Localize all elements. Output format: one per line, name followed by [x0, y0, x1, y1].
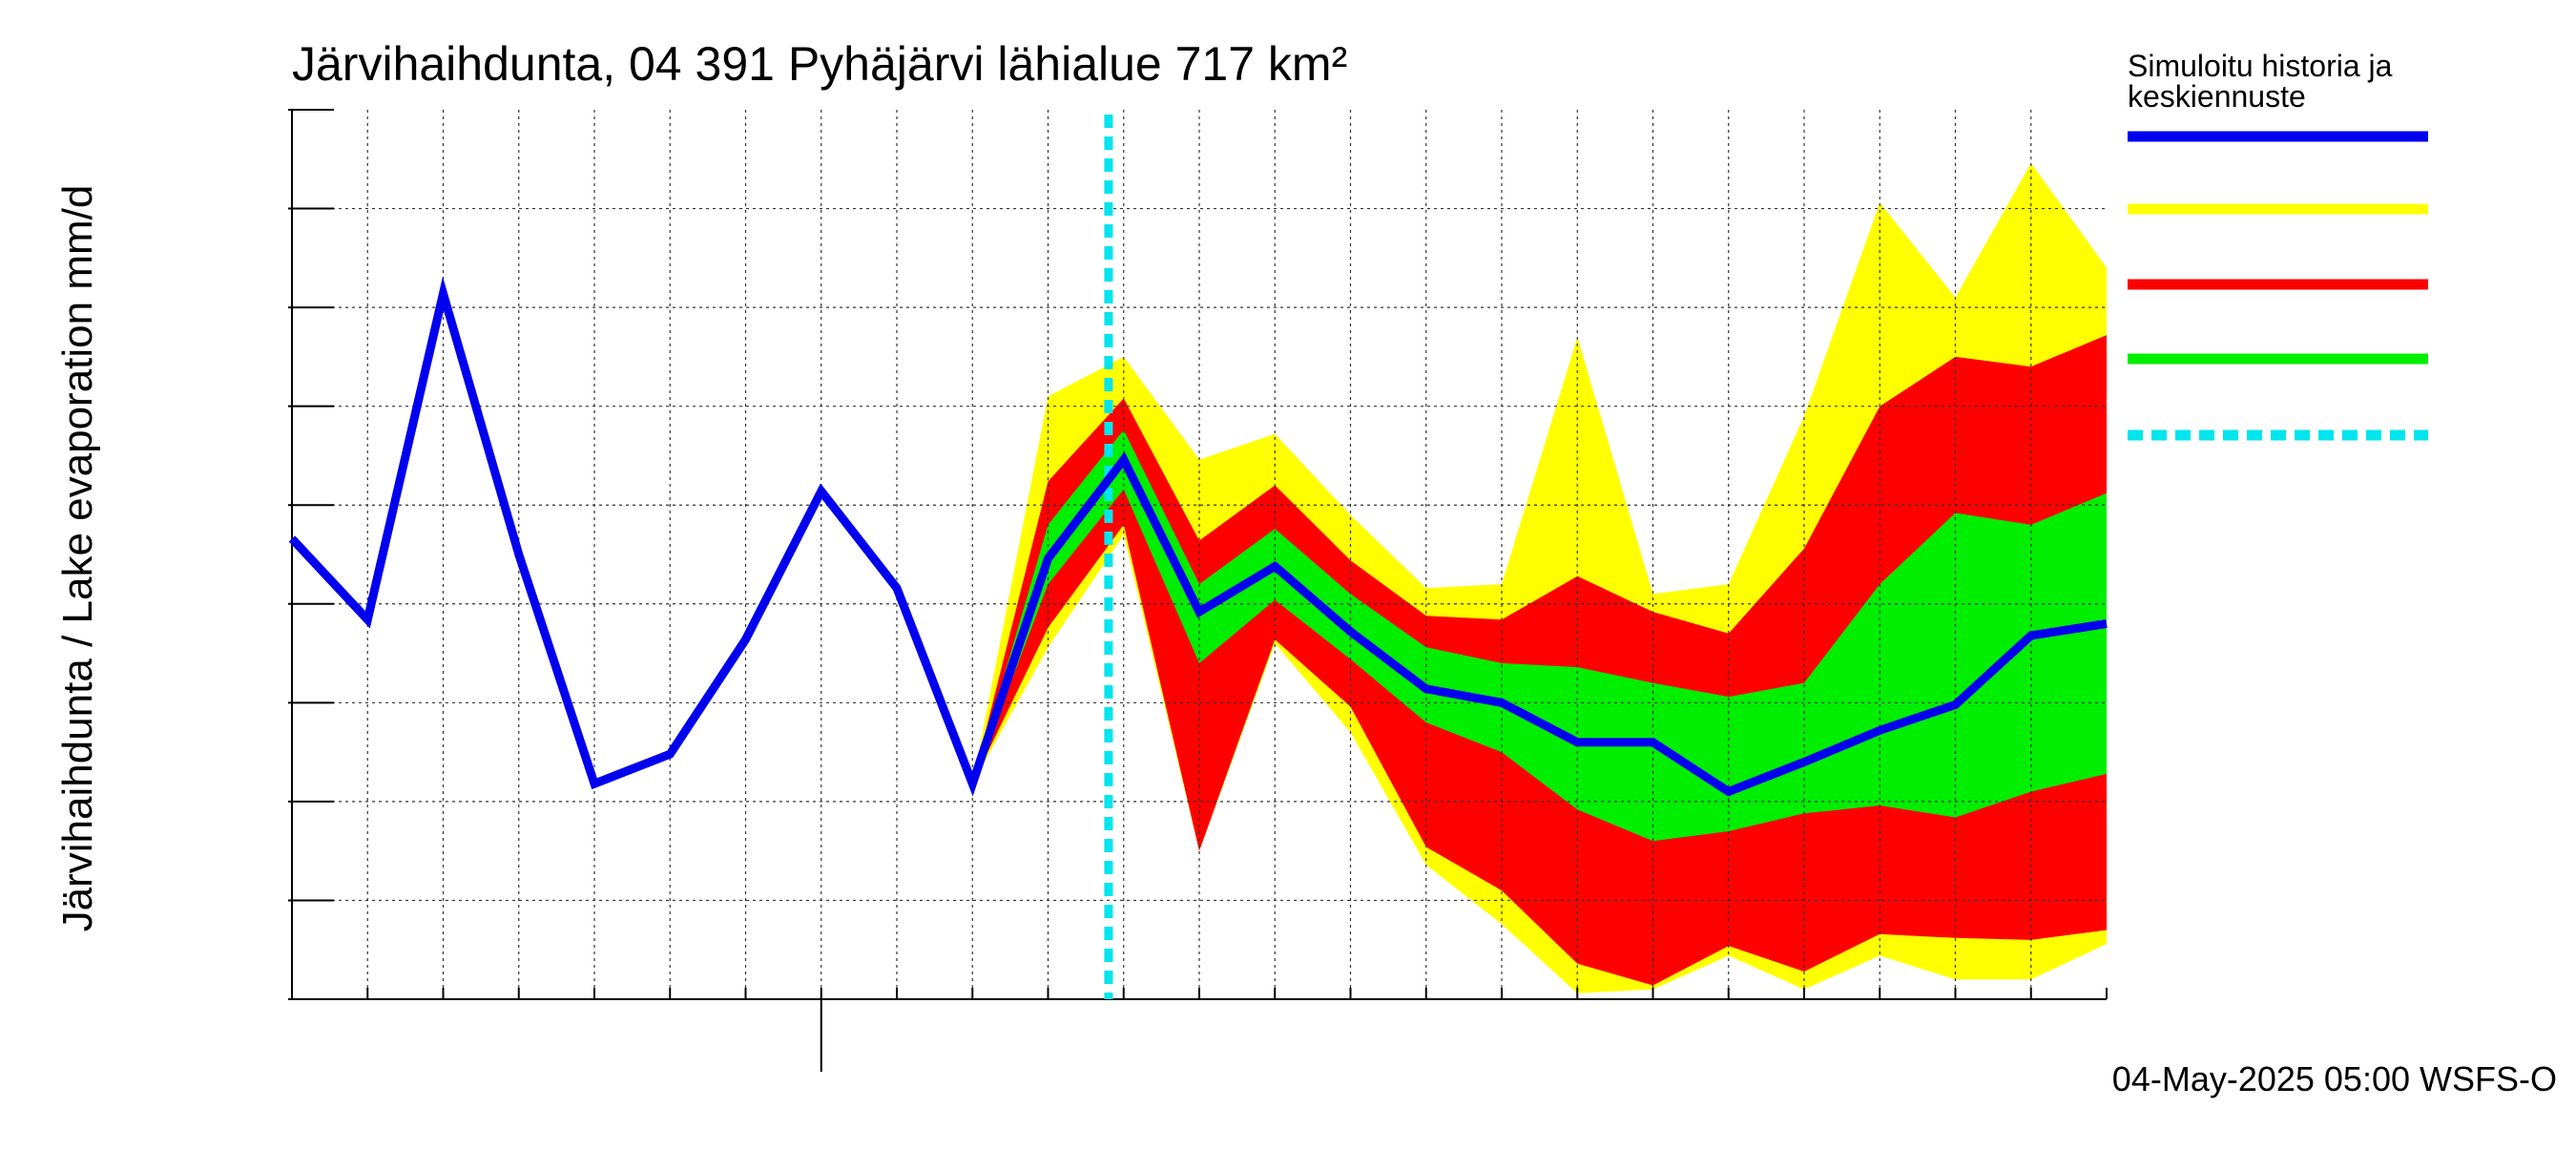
forecast-bands: [972, 162, 2107, 993]
grid-lines: [292, 110, 2107, 999]
band-5-95: [972, 335, 2107, 986]
band-25-75: [972, 429, 2107, 842]
axes: [288, 109, 2108, 1072]
legend-label-line: Simuloitu historia ja: [2128, 49, 2393, 83]
series-line-history: [288, 276, 2108, 797]
y-axis-label: Järvihaihdunta / Lake evaporation mm/d: [54, 185, 101, 932]
chart-title: Järvihaihdunta, 04 391 Pyhäjärvi lähialu…: [292, 37, 1347, 91]
footer-timestamp: 04-May-2025 05:00 WSFS-O: [2112, 1059, 2557, 1098]
series-lines: [288, 276, 2108, 797]
legend-label-line: keskiennuste: [2128, 79, 2306, 114]
